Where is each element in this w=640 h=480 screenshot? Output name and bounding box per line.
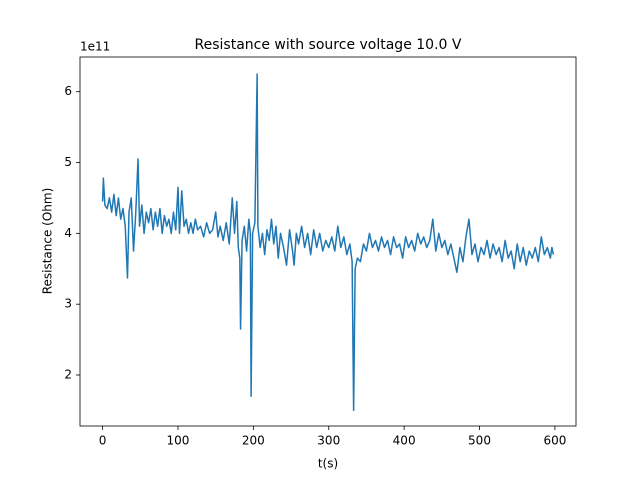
chart-title: Resistance with source voltage 10.0 V — [195, 37, 462, 53]
data-line — [101, 73, 555, 412]
y-offset-label: 1e11 — [80, 40, 110, 54]
y-tick-label: 4 — [64, 226, 72, 240]
y-tick-label: 6 — [64, 84, 72, 98]
y-axis-label: Resistance (Ohm) — [41, 188, 55, 295]
x-tick-label: 300 — [317, 434, 340, 448]
x-tick-label: 0 — [99, 434, 107, 448]
x-axis-label: t(s) — [318, 457, 338, 471]
y-tick-label: 2 — [64, 368, 72, 382]
plot-frame — [79, 56, 577, 427]
x-tick-label: 600 — [543, 434, 566, 448]
x-tick-label: 500 — [468, 434, 491, 448]
x-tick-label: 100 — [167, 434, 190, 448]
y-tick-label: 3 — [64, 297, 72, 311]
y-tick-label: 5 — [64, 155, 72, 169]
x-tick-label: 400 — [393, 434, 416, 448]
x-tick-label: 200 — [242, 434, 265, 448]
